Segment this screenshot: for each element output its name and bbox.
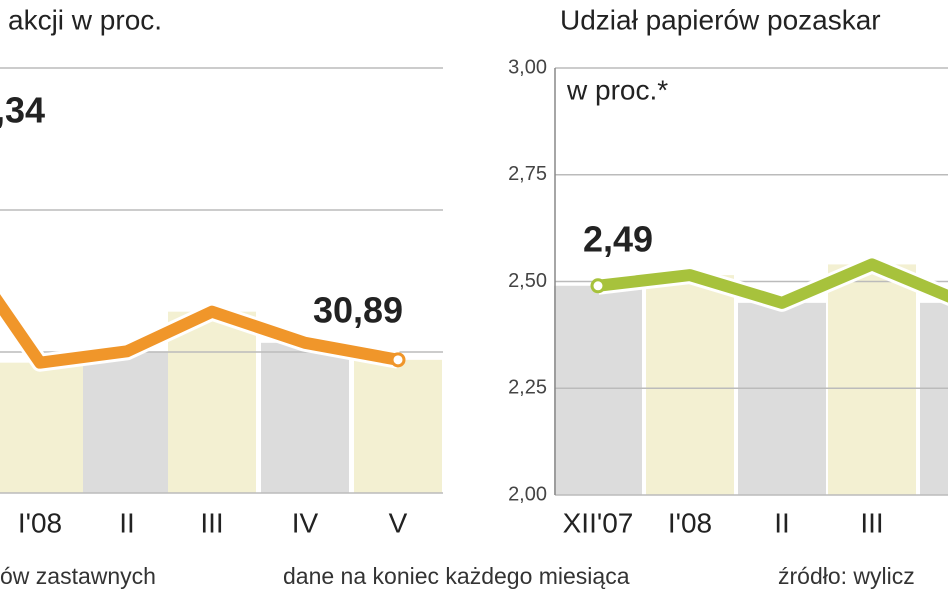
column: [83, 351, 171, 493]
column: [0, 362, 84, 493]
x-tick-label: I'08: [18, 507, 62, 538]
chart-title: akcji w proc.: [8, 4, 162, 35]
x-tick-label: V: [389, 507, 408, 538]
footnote: ów zastawnych: [0, 563, 156, 589]
value-label: 30,89: [313, 290, 403, 331]
x-tick-label: XII'07: [563, 507, 634, 538]
y-tick-label: 2,25: [508, 377, 547, 399]
column: [828, 264, 916, 495]
y-tick-label: 2,00: [508, 483, 547, 505]
chart-title: Udział papierów pozaskar: [560, 4, 881, 35]
end-point: [590, 278, 606, 294]
footnote: dane na koniec każdego miesiąca: [283, 563, 630, 589]
x-tick-label: IV: [292, 507, 319, 538]
column: [554, 285, 642, 495]
chart-subtitle: w proc.*: [566, 74, 668, 105]
y-tick-label: 2,75: [508, 163, 547, 185]
column: [261, 342, 349, 493]
column: [354, 359, 442, 493]
x-tick-label: II: [774, 507, 790, 538]
footnote: źródło: wylicz: [778, 563, 915, 589]
end-point: [390, 352, 406, 368]
column: [646, 275, 734, 495]
value-label: 2,49: [583, 219, 653, 260]
x-tick-label: II: [119, 507, 135, 538]
column: [168, 311, 256, 493]
x-tick-label: I'08: [668, 507, 712, 538]
line: [0, 294, 400, 369]
column: [920, 302, 948, 495]
x-tick-label: III: [860, 507, 883, 538]
column: [738, 302, 826, 495]
y-tick-label: 3,00: [508, 56, 547, 78]
value-label: 31,34: [0, 90, 45, 131]
line: [597, 258, 948, 309]
y-tick-label: 2,50: [508, 270, 547, 292]
x-tick-label: III: [200, 507, 223, 538]
